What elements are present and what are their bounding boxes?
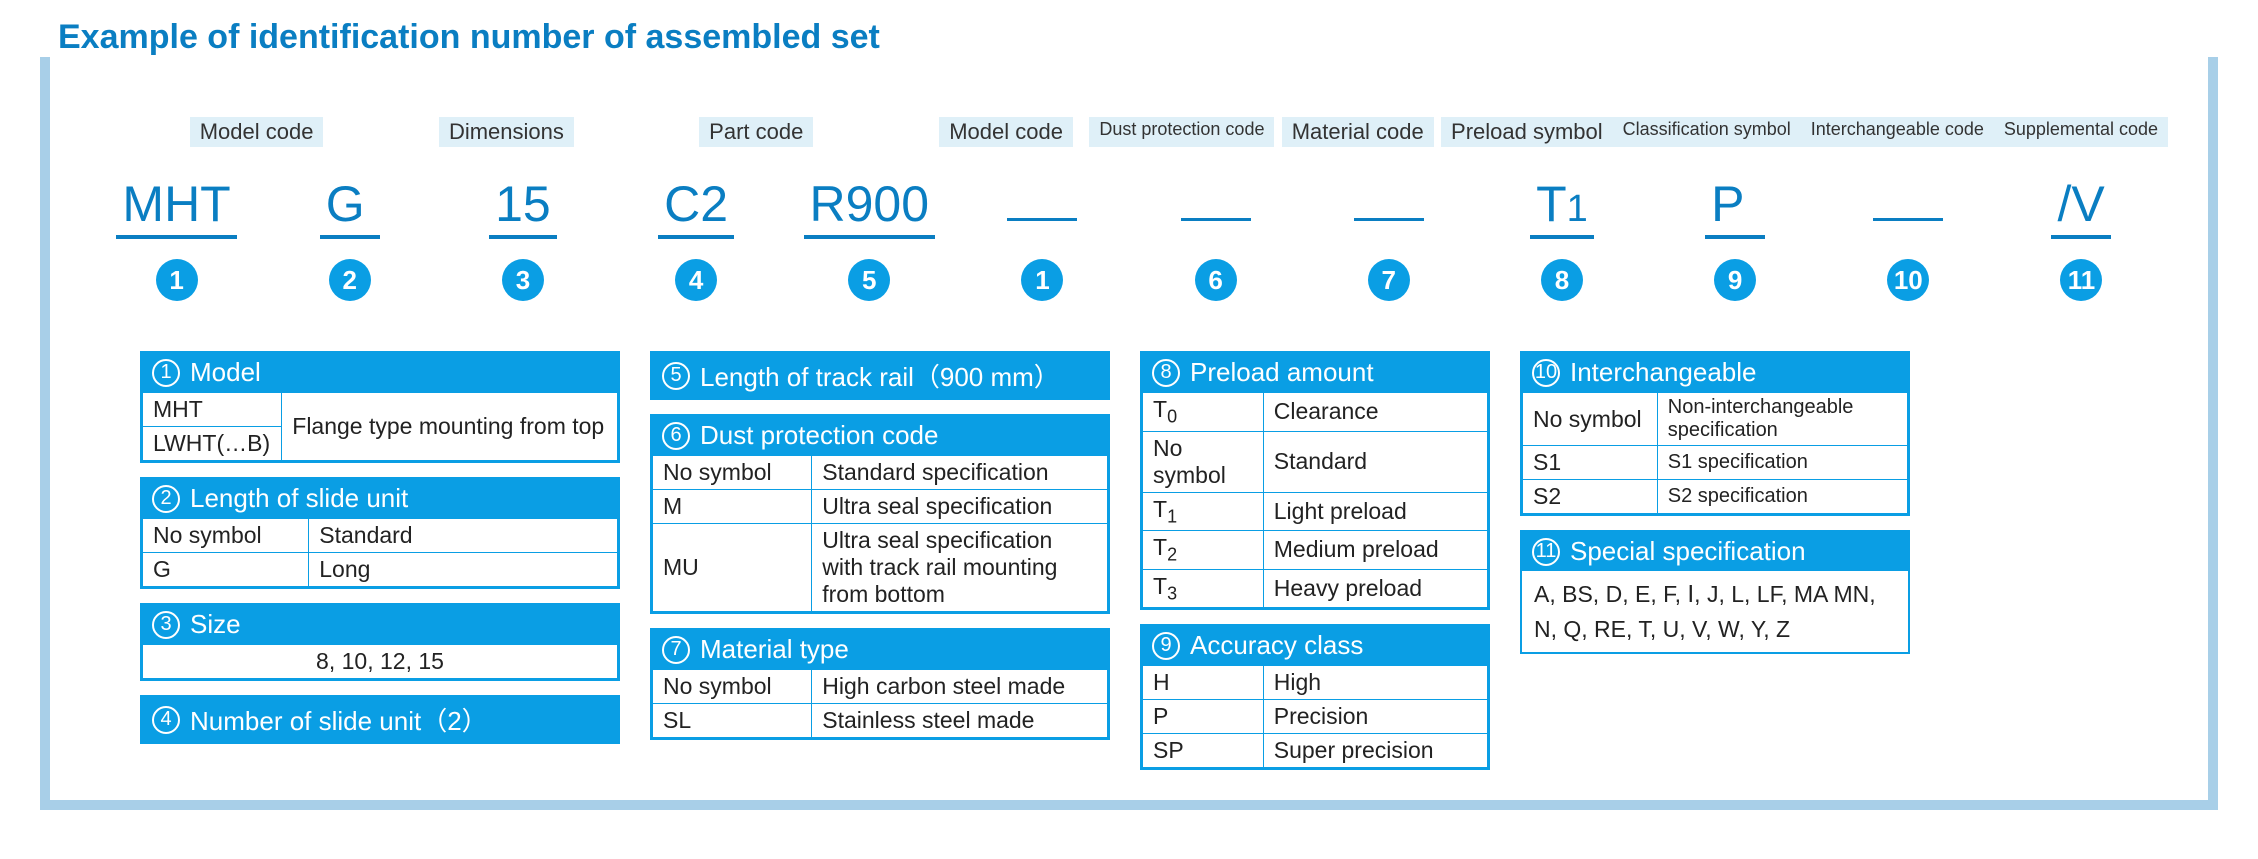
legend-box-header: 9 Accuracy class (1142, 626, 1488, 665)
top-label: Dimensions (439, 117, 574, 147)
legend-box-title: Number of slide unit（2） (190, 701, 488, 738)
legend-box-8: 8Preload amountT0ClearanceNo symbolStand… (1140, 351, 1490, 610)
legend-box-5: 5 Length of track rail（900 mm） (650, 351, 1110, 400)
segment-badge: 4 (675, 259, 717, 301)
circle-number-icon: 2 (152, 485, 180, 513)
legend-box-9: 9Accuracy classHHighPPrecisionSPSuper pr… (1140, 624, 1490, 770)
circle-number-icon: 4 (152, 706, 180, 734)
legend-tables: 1ModelMHTFlange type mounting from topLW… (140, 351, 2148, 770)
segment-text: 15 (489, 177, 557, 239)
segment-text: C2 (658, 177, 734, 239)
segment-badge: 10 (1887, 259, 1929, 301)
circle-number-icon: 8 (1152, 359, 1180, 387)
legend-box-title: Model (190, 357, 261, 388)
legend-box-11: 11Special specificationA, BS, D, E, F, Ⅰ… (1520, 530, 1910, 654)
segment-text (1181, 181, 1251, 221)
legend-box-header: 8 Preload amount (1142, 353, 1488, 392)
legend-box-2: 2Length of slide unitNo symbolStandardGL… (140, 477, 620, 589)
segment-badge: 7 (1368, 259, 1410, 301)
segments-row: MHT G 15 C2 R900 T1 P/V (90, 177, 2168, 239)
legend-box-header: 11 Special specification (1522, 532, 1908, 571)
diagram-frame: Model code Dimensions Part code Model code D… (40, 57, 2218, 810)
badges-row: 1 2 3 4 5 1 6 7 8 9 10 11 (90, 259, 2168, 301)
top-label: Interchangeable code (1801, 117, 1994, 147)
legend-box-7: 7Material typeNo symbolHigh carbon steel… (650, 628, 1110, 740)
segment-badge: 11 (2060, 259, 2102, 301)
segment-badge: 8 (1541, 259, 1583, 301)
segment-badge: 6 (1195, 259, 1237, 301)
top-label: Model code (190, 117, 324, 147)
top-label: Dust protection code (1089, 117, 1274, 147)
legend-box-header: 1 Model (142, 353, 618, 392)
legend-box-title: Dust protection code (700, 420, 938, 451)
legend-box-title: Special specification (1570, 536, 1806, 567)
legend-box-header: 3 Size (142, 605, 618, 644)
top-label: Preload symbol (1441, 117, 1613, 147)
legend-box-header: 10 Interchangeable (1522, 353, 1908, 392)
legend-box-header: 4 Number of slide unit（2） (142, 697, 618, 742)
circle-number-icon: 1 (152, 359, 180, 387)
top-label: Part code (699, 117, 813, 147)
circle-number-icon: 5 (662, 362, 690, 390)
segment-badge: 3 (502, 259, 544, 301)
circle-number-icon: 3 (152, 611, 180, 639)
legend-box-title: Preload amount (1190, 357, 1374, 388)
segment-text (1354, 181, 1424, 221)
legend-box-header: 2 Length of slide unit (142, 479, 618, 518)
legend-box-title: Length of slide unit (190, 483, 408, 514)
circle-number-icon: 7 (662, 636, 690, 664)
diagram-title: Example of identification number of asse… (58, 18, 2258, 57)
legend-box-10: 10InterchangeableNo symbolNon-interchang… (1520, 351, 1910, 516)
segment-badge: 5 (848, 259, 890, 301)
top-label: Supplemental code (1994, 117, 2168, 147)
segment-text: /V (2051, 177, 2111, 239)
legend-box-3: 3Size8, 10, 12, 15 (140, 603, 620, 681)
segment-badge: 1 (156, 259, 198, 301)
legend-box-title: Size (190, 609, 241, 640)
segment-text: MHT (116, 177, 236, 239)
segment-text: G (320, 177, 380, 239)
circle-number-icon: 9 (1152, 632, 1180, 660)
legend-box-header: 7 Material type (652, 630, 1108, 669)
legend-box-header: 5 Length of track rail（900 mm） (652, 353, 1108, 398)
legend-box-title: Interchangeable (1570, 357, 1756, 388)
legend-box-title: Material type (700, 634, 849, 665)
legend-box-title: Accuracy class (1190, 630, 1363, 661)
segment-badge: 2 (329, 259, 371, 301)
segment-badge: 1 (1021, 259, 1063, 301)
legend-box-1: 1ModelMHTFlange type mounting from topLW… (140, 351, 620, 463)
legend-box-4: 4 Number of slide unit（2） (140, 695, 620, 744)
segment-text: T1 (1530, 177, 1594, 239)
top-label: Material code (1282, 117, 1434, 147)
segment-text (1873, 181, 1943, 221)
legend-box-6: 6Dust protection codeNo symbolStandard s… (650, 414, 1110, 614)
segment-badge: 9 (1714, 259, 1756, 301)
top-labels-row: Model code Dimensions Part code Model code D… (90, 117, 2168, 147)
circle-number-icon: 10 (1532, 359, 1560, 387)
top-label: Classification symbol (1613, 117, 1801, 147)
segment-text: R900 (804, 177, 936, 239)
legend-box-title: Length of track rail（900 mm） (700, 357, 1060, 394)
circle-number-icon: 11 (1532, 538, 1560, 566)
segment-text: P (1705, 177, 1765, 239)
top-label: Model code (939, 117, 1073, 147)
legend-box-header: 6 Dust protection code (652, 416, 1108, 455)
circle-number-icon: 6 (662, 422, 690, 450)
segment-text (1007, 181, 1077, 221)
